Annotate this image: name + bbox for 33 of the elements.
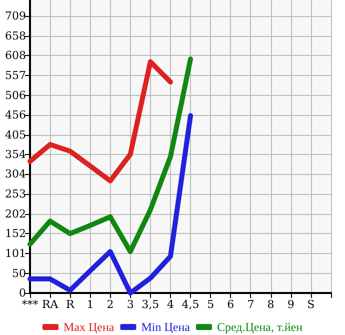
y-tick-label: 354 bbox=[5, 148, 26, 162]
y-tick-label: 101 bbox=[5, 247, 26, 260]
y-tick-label: 50 bbox=[12, 266, 26, 280]
legend-label: Min Цена bbox=[141, 320, 191, 334]
x-tick-label: RA bbox=[42, 298, 60, 311]
y-tick-label: 304 bbox=[5, 168, 26, 181]
legend-label: Сред.Цена, т.йен bbox=[216, 320, 304, 334]
y-tick-label: 608 bbox=[5, 48, 26, 62]
y-tick-label: 0 bbox=[19, 286, 26, 300]
y-tick-label: 709 bbox=[5, 10, 26, 23]
x-tick-label: *** bbox=[22, 298, 39, 311]
legend-label: Max Цена bbox=[63, 320, 115, 334]
y-tick-label: 405 bbox=[5, 128, 26, 142]
x-tick-label: 2 bbox=[106, 298, 114, 311]
y-tick-label: 202 bbox=[5, 208, 26, 221]
x-tick-label: 7 bbox=[247, 298, 254, 311]
y-tick-label: 557 bbox=[5, 68, 26, 82]
x-tick-label: 8 bbox=[267, 298, 274, 311]
x-tick-label: 6 bbox=[227, 298, 234, 311]
x-tick-label: 4 bbox=[166, 298, 174, 311]
x-tick-label: R bbox=[66, 298, 75, 311]
x-tick-label: 3,5 bbox=[142, 298, 160, 311]
x-tick-label: 5 bbox=[207, 298, 214, 311]
x-tick-label: 3 bbox=[126, 298, 134, 311]
x-tick-label: 4,5 bbox=[182, 298, 200, 311]
y-tick-label: 152 bbox=[5, 227, 26, 240]
y-tick-label: 658 bbox=[5, 29, 26, 42]
y-tick-label: 506 bbox=[5, 88, 26, 102]
x-tick-label: S bbox=[307, 298, 315, 311]
x-tick-label: 9 bbox=[287, 298, 294, 311]
y-tick-label: 456 bbox=[5, 108, 26, 122]
x-tick-label: 1 bbox=[86, 298, 94, 311]
y-tick-label: 253 bbox=[5, 188, 26, 201]
